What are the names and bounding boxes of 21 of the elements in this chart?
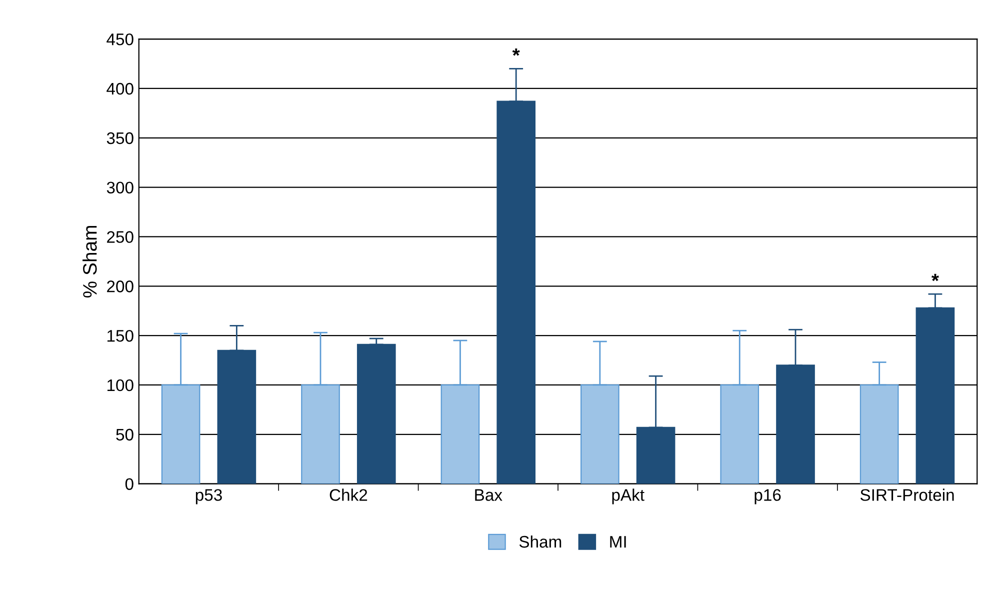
x-tick-label: p53: [196, 489, 222, 504]
y-tick-label: 350: [106, 132, 134, 144]
x-tick-label: Bax: [475, 489, 502, 501]
y-tick-label: 250: [107, 231, 134, 243]
x-tick-label: SIRT-Protein: [860, 488, 954, 501]
y-tick-label: 400: [106, 82, 134, 95]
y-tick-label: 0: [125, 478, 134, 490]
x-tick-label: pAkt: [612, 488, 644, 504]
x-tick-label: Chk2: [330, 488, 368, 501]
data-label: *: [931, 274, 939, 282]
y-tick-label: 300: [106, 182, 134, 194]
data-label: *: [512, 48, 520, 56]
x-tick-label: p16: [754, 489, 781, 504]
y-tick-label: 100: [107, 379, 134, 392]
y-axis-title: % Sham: [82, 226, 97, 298]
legend-label: Sham: [519, 535, 562, 548]
y-tick-label: 50: [116, 428, 134, 441]
y-tick-label: 450: [106, 33, 134, 46]
y-tick-label: 200: [107, 280, 134, 292]
legend-label: MI: [610, 536, 626, 548]
y-tick-label: 150: [107, 330, 134, 342]
